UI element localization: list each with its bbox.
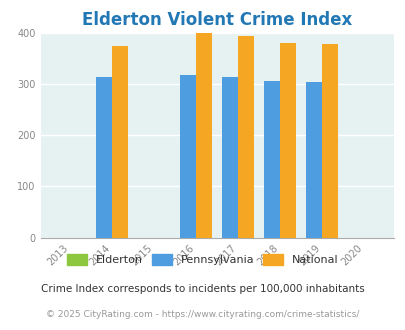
Legend: Elderton, Pennsylvania, National: Elderton, Pennsylvania, National — [62, 250, 343, 270]
Bar — [238, 36, 254, 238]
Bar — [112, 46, 128, 238]
Text: Crime Index corresponds to incidents per 100,000 inhabitants: Crime Index corresponds to incidents per… — [41, 284, 364, 294]
Bar — [264, 81, 279, 238]
Bar — [306, 82, 322, 238]
Bar — [322, 44, 337, 238]
Bar — [196, 33, 212, 238]
Bar — [279, 43, 296, 238]
Text: © 2025 CityRating.com - https://www.cityrating.com/crime-statistics/: © 2025 CityRating.com - https://www.city… — [46, 310, 359, 319]
Bar — [180, 76, 196, 238]
Bar — [96, 77, 112, 238]
Bar — [222, 77, 238, 238]
Title: Elderton Violent Crime Index: Elderton Violent Crime Index — [82, 11, 352, 29]
